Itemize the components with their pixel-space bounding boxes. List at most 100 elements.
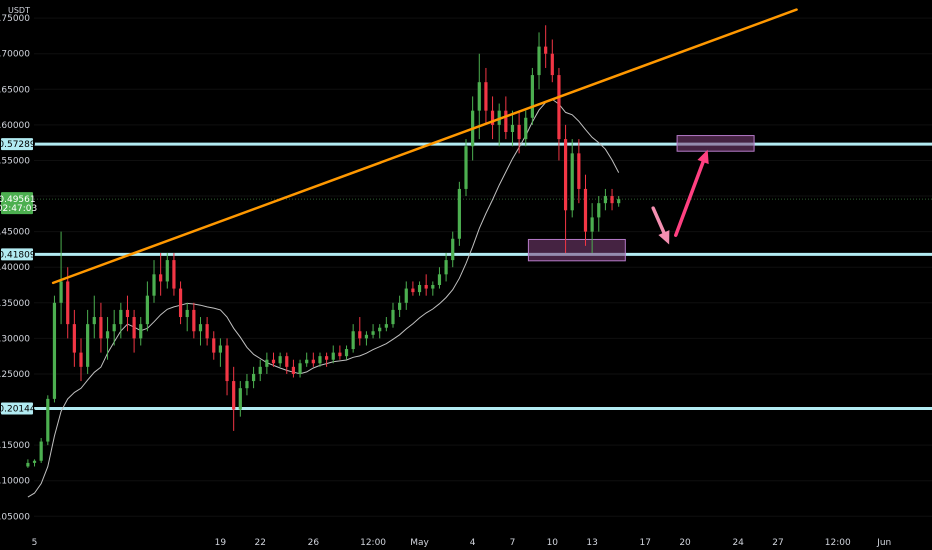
x-tick-label: 12:00	[825, 538, 851, 548]
arrows[interactable]	[651, 149, 709, 245]
candle-body	[52, 302, 57, 399]
candle-body	[305, 359, 309, 364]
zones[interactable]	[527, 135, 755, 262]
candle-body	[66, 281, 70, 325]
y-tick-label: 0.55000	[0, 156, 30, 166]
candle-body	[159, 274, 163, 282]
candle-body	[26, 462, 30, 467]
candle-body	[198, 324, 203, 332]
candle-body	[338, 352, 342, 357]
current-price-badge	[1, 192, 33, 215]
candle-body	[570, 153, 574, 211]
x-tick-label: 24	[732, 538, 744, 548]
candle-body	[451, 238, 455, 261]
x-tick-label: 13	[586, 538, 597, 548]
candle-body	[278, 356, 282, 364]
candle-body	[165, 260, 169, 282]
candle-body	[510, 124, 515, 133]
candle-body	[86, 324, 90, 367]
arrow-head[interactable]	[697, 149, 709, 165]
candle-body	[192, 309, 196, 332]
candle-body	[172, 260, 176, 289]
y-tick-label: 0.75000	[0, 14, 30, 24]
y-axis[interactable]: 0.750000.700000.650000.600000.550000.500…	[0, 14, 30, 522]
candle-body	[431, 285, 435, 289]
moving-average-line	[27, 98, 620, 498]
moving-average	[27, 98, 620, 498]
zone-rectangle[interactable]	[527, 238, 626, 262]
candle-body	[238, 388, 242, 410]
candle-body	[331, 352, 335, 360]
y-tick-label: 0.10000	[0, 477, 30, 487]
candle-body	[563, 139, 568, 211]
x-tick-label: Jun	[876, 538, 891, 548]
candle-body	[590, 217, 594, 232]
y-tick-label: 0.15000	[0, 441, 30, 451]
candle-body	[603, 196, 608, 204]
x-tick-label: 4	[470, 538, 476, 548]
x-tick-label: 7	[510, 538, 516, 548]
x-axis[interactable]: 5 19 22 26 12:00 May 4 7 10 13 17 20 24 27 12:00 Jun	[32, 538, 892, 548]
candle-body	[344, 349, 349, 357]
candle-body	[178, 288, 183, 318]
arrow-shaft[interactable]	[651, 206, 666, 235]
candle-body	[358, 331, 362, 339]
y-tick-label: 0.45000	[0, 228, 30, 238]
candle-body	[79, 352, 83, 367]
candle-body	[258, 366, 262, 374]
candle-body	[39, 441, 43, 461]
candle-body	[583, 188, 588, 232]
horizontal-levels[interactable]	[34, 142, 932, 411]
zone-rectangle[interactable]	[676, 135, 755, 152]
candle-body	[245, 381, 249, 389]
candle-body	[424, 285, 428, 289]
candle-body	[232, 381, 236, 410]
trendline[interactable]	[51, 8, 798, 285]
arrow-shaft[interactable]	[674, 160, 705, 237]
candle-body	[550, 53, 554, 76]
y-tick-label: 0.40000	[0, 263, 30, 273]
candle-body	[205, 324, 209, 339]
candle-body	[524, 117, 528, 140]
candle-body	[537, 46, 541, 76]
price-badge	[1, 248, 33, 261]
x-tick-label: 5	[32, 538, 38, 548]
price-badge	[1, 402, 33, 415]
candle-body	[105, 331, 110, 339]
candle-body	[384, 324, 388, 328]
candle-body	[119, 309, 123, 325]
candle-body	[185, 309, 189, 318]
candle-body	[145, 295, 149, 325]
candle-body	[484, 82, 488, 111]
x-tick-label: 19	[215, 538, 227, 548]
x-tick-label: 22	[254, 538, 265, 548]
arrow-head[interactable]	[658, 230, 670, 245]
y-tick-label: 0.35000	[0, 299, 30, 309]
x-tick-label: 12:00	[360, 538, 386, 548]
candles	[26, 25, 621, 468]
candle-body	[72, 324, 76, 353]
candle-body	[504, 110, 508, 133]
candle-body	[444, 260, 448, 275]
candle-body	[404, 288, 408, 303]
candle-body	[92, 317, 96, 325]
y-tick-label: 0.30000	[0, 334, 30, 344]
candle-body	[99, 317, 103, 339]
x-tick-label: 17	[640, 538, 651, 548]
candle-body	[371, 331, 375, 335]
y-tick-label: 0.25000	[0, 370, 30, 380]
candle-body	[617, 199, 621, 204]
currency-label: USDT	[8, 6, 30, 15]
candle-body	[298, 363, 302, 374]
candle-body	[225, 345, 229, 382]
candle-body	[139, 324, 143, 339]
candle-body	[557, 75, 561, 140]
x-tick-label: 20	[679, 538, 691, 548]
trendline-group[interactable]	[51, 8, 798, 285]
candle-body	[59, 281, 63, 303]
y-tick-label: 0.65000	[0, 85, 30, 95]
candle-body	[291, 366, 296, 374]
